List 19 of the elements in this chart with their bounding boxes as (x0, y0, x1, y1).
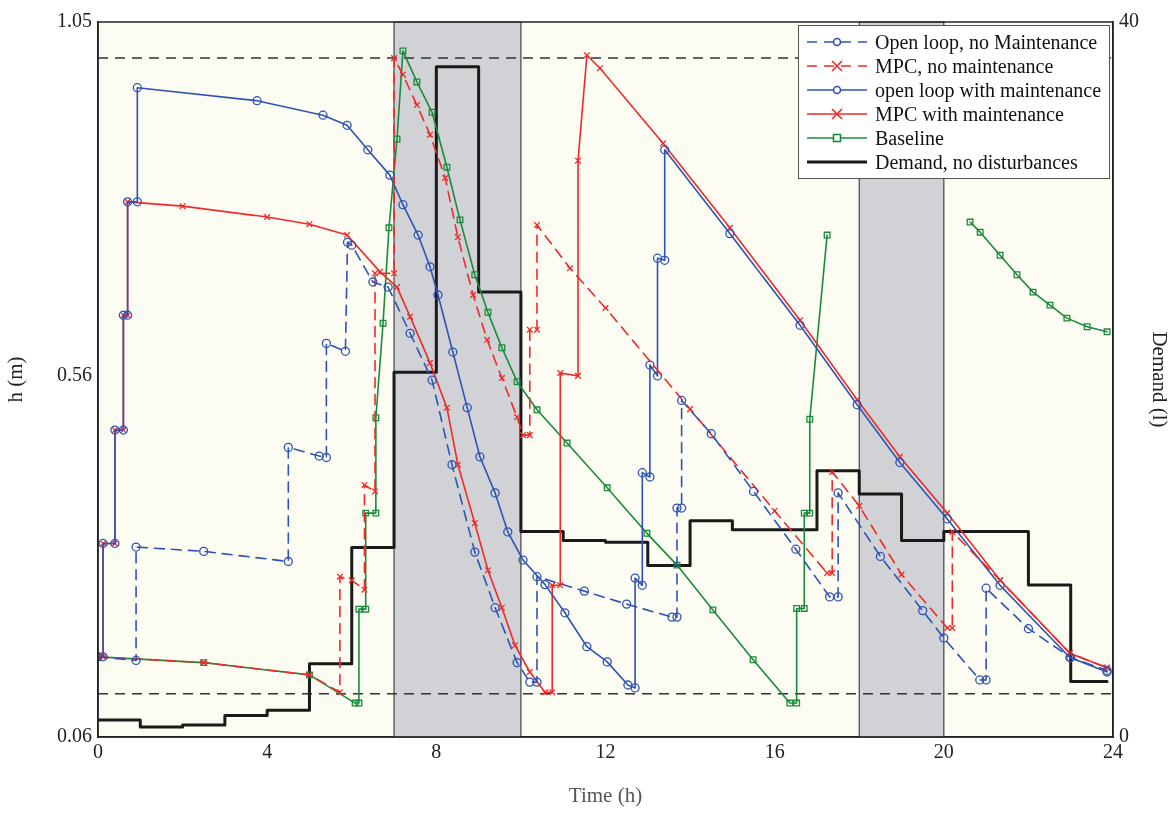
x-tick-label: 16 (764, 740, 785, 763)
y-axis-title: h (m) (3, 356, 28, 403)
y-tick-label: 0.56 (57, 363, 92, 386)
x-tick-label: 20 (933, 740, 954, 763)
legend-label: Open loop, no Maintenance (875, 30, 1098, 54)
legend-label: open loop with maintenance (875, 78, 1102, 102)
legend-label: Baseline (875, 126, 944, 150)
y2-tick-label: 40 (1119, 9, 1139, 32)
x-tick-label: 4 (262, 740, 273, 763)
y-tick-label: 0.06 (57, 724, 92, 747)
y-tick-label: 1.05 (57, 9, 92, 32)
x-tick-label: 12 (595, 740, 616, 763)
x-tick-label: 8 (431, 740, 442, 763)
y2-axis-title: Demand (l) (1147, 331, 1172, 428)
legend-label: MPC with maintenance (875, 102, 1064, 126)
x-axis-title: Time (h) (568, 782, 643, 807)
x-tick-label: 0 (93, 740, 103, 763)
legend-label: MPC, no maintenance (875, 54, 1054, 78)
legend-label: Demand, no disturbances (875, 150, 1078, 174)
